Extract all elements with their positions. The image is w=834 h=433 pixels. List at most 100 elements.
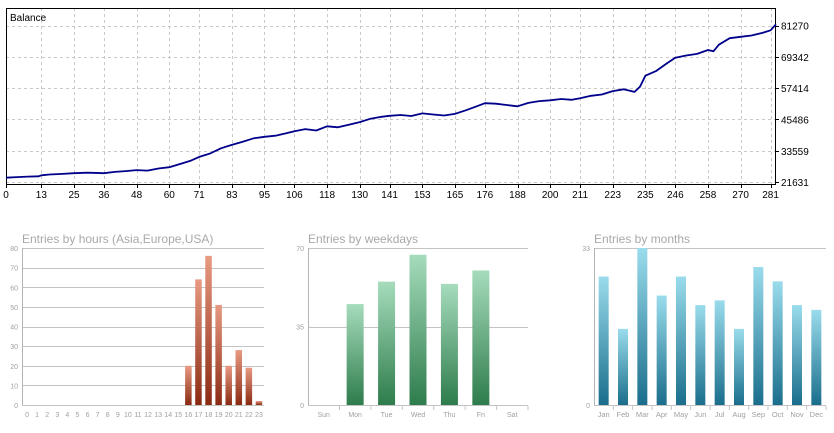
bar [637,248,648,405]
x-tick-label: Aug [732,410,745,419]
x-tick-label: 223 [604,190,621,201]
months-chart-title: Entries by months [594,232,691,246]
x-tick-label: 0 [3,190,9,201]
x-tick-label: 188 [509,190,526,201]
x-tick-label: 165 [447,190,464,201]
x-tick-label: 0 [25,412,29,419]
x-tick-label: Jun [694,410,706,419]
x-tick-label: 130 [351,190,368,201]
x-tick-label: 18 [205,412,213,419]
y-tick-label: 70 [296,246,304,253]
x-tick-label: 20 [225,412,233,419]
bar [734,328,744,405]
balance-chart: 0 13 25 36 48 60 71 83 95 106 118 130 141 153 165 176 18… [0,0,834,202]
y-tick-label: 40 [10,325,18,332]
bar [753,267,764,405]
y-tick-label: 70 [10,266,18,273]
bar [205,255,212,405]
x-tick-label: Jul [715,410,725,419]
bar [440,283,458,405]
x-tick-label: 258 [700,190,717,201]
balance-line [5,23,777,179]
y-tick-label: 10 [10,383,18,390]
x-tick-label: 95 [259,190,271,201]
balance-title: Balance [10,13,47,24]
bar [811,309,822,405]
x-tick-label: 4 [65,412,69,419]
y-tick-label: 80 [10,246,18,253]
plot-frame [6,8,776,185]
x-tick-label: 2 [45,412,49,419]
x-tick-label: 16 [184,412,192,419]
y-tick-label: 20 [10,364,18,371]
bar [772,281,783,405]
weekdays-chart-svg: 0 35 70 Sun Mon Tue Wed Thu Fri Sat [296,246,529,419]
x-tick-label: Sat [507,412,518,419]
x-tick-label: 200 [542,190,559,201]
x-tick-label: 9 [116,412,120,419]
y-tick-label: 50 [10,305,18,312]
x-tick-label: 8 [106,412,110,419]
x-tick-label: 71 [194,190,206,201]
y-tick-label: 57414 [781,84,809,95]
x-tick-label: Mon [348,412,362,419]
x-tick-label: Dec [810,410,824,419]
bar [409,254,427,405]
x-tick-label: 106 [286,190,303,201]
x-tick-label: Nov [790,410,804,419]
x-tick-label: Thu [443,412,455,419]
y-tick-label: 33559 [781,147,809,158]
bar [598,276,609,405]
entries-by-hours-chart: Entries by hours (Asia,Europe,USA) 0 10 20… [0,228,278,428]
x-tick-label: May [674,410,688,419]
x-tick-label: 246 [667,190,684,201]
x-tick-label: 13 [36,190,48,201]
x-tick-label: 235 [637,190,654,201]
bar [378,281,396,405]
x-tick-label: 5 [76,412,80,419]
x-tick-label: 141 [381,190,398,201]
bar [695,305,706,405]
x-tick-label: Tue [381,412,393,419]
x-tick-label: 12 [144,412,152,419]
x-tick-label: 19 [215,412,223,419]
weekdays-chart-title: Entries by weekdays [308,232,419,246]
x-tick-label: 1 [35,412,39,419]
bar [255,401,263,405]
x-tick-label: 23 [255,412,263,419]
x-tick-label: Feb [617,410,630,419]
x-tick-label: Oct [772,410,785,419]
x-tick-label: 36 [98,190,110,201]
x-tick-label: 6 [86,412,90,419]
x-tick-label: Fri [477,412,486,419]
y-tick-label: 0 [14,403,18,410]
x-tick-label: 11 [134,412,141,419]
entries-by-months-chart: Entries by months 0 33 Jan Feb Mar Apr May Jun J… [564,228,834,428]
y-tick-label: 0 [586,403,590,410]
x-tick-label: 153 [414,190,431,201]
x-tick-label: 21 [235,412,243,419]
x-tick-label: 48 [131,190,143,201]
y-tick-label: 21631 [781,178,809,189]
hours-chart-title: Entries by hours (Asia,Europe,USA) [22,232,214,246]
x-tick-label: 83 [226,190,238,201]
x-tick-label: 270 [732,190,749,201]
bar [245,367,253,405]
x-tick-label: 281 [762,190,779,201]
plot-background [6,8,776,185]
x-tick-label: Mar [636,410,649,419]
bar [235,350,243,405]
bar [656,295,667,405]
x-tick-label: 17 [195,412,203,419]
x-tick-label: Wed [411,412,425,419]
bar [472,270,490,405]
x-tick-label: 211 [572,190,588,201]
bar [195,279,202,405]
x-tick-label: 118 [319,190,335,201]
x-tick-label: 14 [164,412,172,419]
x-tick-label: 10 [124,412,132,419]
bar [676,276,686,405]
bar [215,304,222,405]
y-tick-label: 0 [300,403,304,410]
